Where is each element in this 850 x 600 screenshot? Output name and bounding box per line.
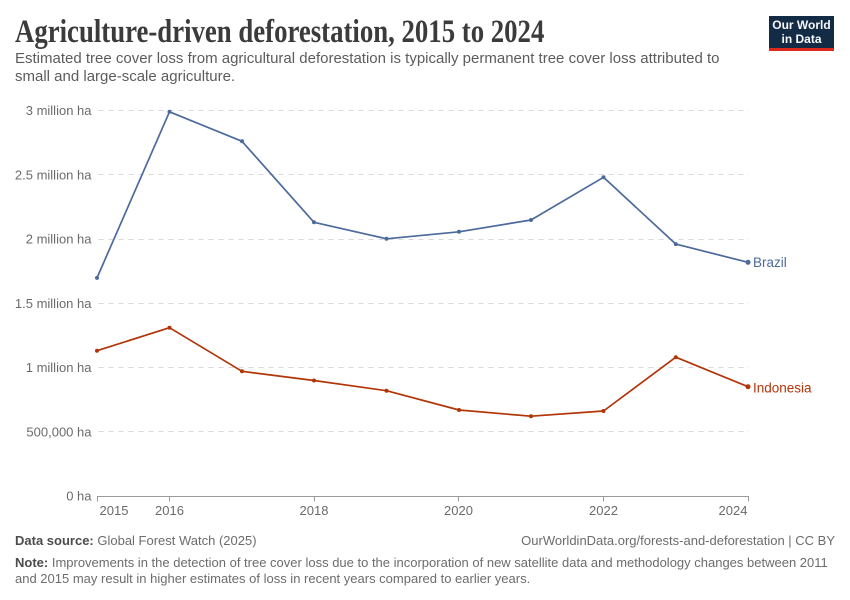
svg-text:1 million ha: 1 million ha	[26, 360, 93, 375]
svg-text:0 ha: 0 ha	[66, 489, 92, 504]
svg-text:2016: 2016	[155, 503, 184, 518]
svg-text:2015: 2015	[100, 503, 129, 518]
svg-text:2018: 2018	[300, 503, 329, 518]
svg-text:Indonesia: Indonesia	[753, 381, 812, 396]
svg-text:3 million ha: 3 million ha	[26, 103, 93, 118]
svg-text:1.5 million ha: 1.5 million ha	[15, 296, 92, 311]
svg-text:2 million ha: 2 million ha	[26, 232, 93, 247]
svg-text:500,000 ha: 500,000 ha	[26, 424, 92, 439]
svg-text:2020: 2020	[444, 503, 473, 518]
svg-text:2022: 2022	[589, 503, 618, 518]
svg-text:Brazil: Brazil	[753, 255, 787, 270]
svg-text:2024: 2024	[719, 503, 748, 518]
svg-text:2.5 million ha: 2.5 million ha	[15, 167, 92, 182]
